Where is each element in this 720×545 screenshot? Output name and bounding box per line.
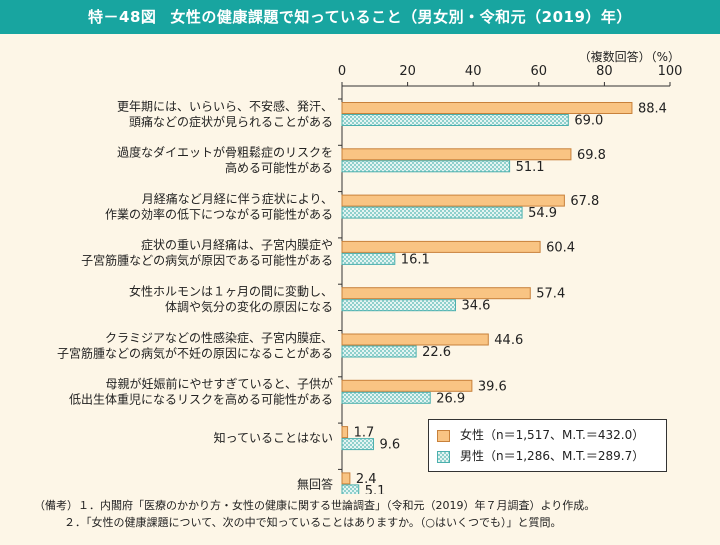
unit-note: （複数回答）（%） xyxy=(578,50,680,64)
value-label-male: 26.9 xyxy=(436,391,465,406)
category-label: 作業の効率の低下につながる可能性がある xyxy=(105,206,333,221)
value-label-female: 88.4 xyxy=(638,102,667,117)
x-tick-label: 60 xyxy=(531,64,548,79)
x-tick-label: 0 xyxy=(338,64,346,79)
value-label-female: 2.4 xyxy=(356,472,377,487)
category-label: 月経痛など月経に伴う症状により、 xyxy=(142,191,333,206)
bar-male xyxy=(341,438,374,451)
category-label: 症状の重い月経痛は、子宮内膜症や xyxy=(141,237,333,252)
category-label: 高める可能性がある xyxy=(225,160,333,175)
figure-number: 特－48図 xyxy=(88,8,157,26)
legend-label-female: 女性（n＝1,517、M.T.＝432.0） xyxy=(460,428,645,442)
x-tick-label: 80 xyxy=(596,64,613,79)
bar-female xyxy=(341,148,572,161)
category-label: クラミジアなどの性感染症、子宮内膜症、 xyxy=(105,330,333,345)
bar-male xyxy=(341,345,417,358)
x-tick-label: 20 xyxy=(399,64,416,79)
legend-swatch-male xyxy=(437,450,450,463)
bar-female xyxy=(341,472,351,485)
value-label-male: 34.6 xyxy=(461,299,490,314)
category-label: 知っていることはない xyxy=(214,431,333,445)
bar-male xyxy=(341,206,523,219)
value-label-male: 22.6 xyxy=(422,345,451,360)
bar-male xyxy=(341,114,569,126)
note-1: （備考）１．内閣府「医療のかかり方・女性の健康に関する世論調査」（令和元（201… xyxy=(34,499,596,512)
value-label-female: 67.8 xyxy=(570,194,599,209)
bar-female xyxy=(341,194,565,207)
value-label-female: 60.4 xyxy=(546,240,575,255)
bar-female xyxy=(341,102,633,114)
bar-male xyxy=(341,252,396,265)
bar-male xyxy=(341,484,360,494)
legend-swatch-female xyxy=(437,429,450,442)
bar-female xyxy=(341,240,541,253)
category-label: 子宮筋腫などの病気が原因である可能性がある xyxy=(81,253,333,268)
x-tick-label: 40 xyxy=(465,64,482,79)
category-label: 更年期には、いらいら、不安感、発汗、 xyxy=(117,98,333,113)
x-tick-label: 100 xyxy=(658,64,683,79)
notes: （備考）１．内閣府「医療のかかり方・女性の健康に関する世論調査」（令和元（201… xyxy=(34,497,595,531)
value-label-female: 1.7 xyxy=(354,426,375,441)
bar-female xyxy=(341,333,489,346)
category-label: 無回答 xyxy=(297,476,333,491)
bar-male xyxy=(341,391,431,404)
bar-male xyxy=(341,160,511,173)
legend-item-male: 男性（n＝1,286、M.T.＝289.7） xyxy=(437,448,644,464)
category-label: 子宮筋腫などの病気が不妊の原因になることがある xyxy=(57,345,333,360)
legend-label-male: 男性（n＝1,286、M.T.＝289.7） xyxy=(460,449,645,463)
bar-female xyxy=(341,379,473,392)
figure-title-bar: 特－48図 女性の健康課題で知っていること（男女別・令和元（2019）年） xyxy=(0,0,720,34)
figure-title: 女性の健康課題で知っていること（男女別・令和元（2019）年） xyxy=(170,8,632,26)
note-2: ２．「女性の健康課題について、次の中で知っていることはありますか。（○はいくつで… xyxy=(64,516,562,529)
category-label: 女性ホルモンは１ヶ月の間に変動し、 xyxy=(129,283,333,298)
category-label: 過度なダイエットが骨粗鬆症のリスクを xyxy=(117,145,333,160)
bar-chart: 0 20 40 60 80 100 更年期には、いらいら、不安感、発汗、頭痛などの症状が見… xyxy=(57,64,683,494)
category-label: 低出生体重児になるリスクを高める可能性がある xyxy=(69,392,333,407)
category-label: 頭痛などの症状が見られることがある xyxy=(129,114,333,129)
value-label-male: 16.1 xyxy=(401,252,430,267)
bar-female xyxy=(341,426,349,439)
value-label-male: 5.1 xyxy=(365,484,386,494)
value-label-female: 57.4 xyxy=(536,287,565,302)
bar-female xyxy=(341,287,531,300)
category-label: 体調や気分の変化の原因になる xyxy=(165,299,333,314)
category-label: 母親が妊娠前にやせすぎていると、子供が xyxy=(105,376,333,391)
value-label-male: 51.1 xyxy=(516,160,545,175)
chart-legend: 女性（n＝1,517、M.T.＝432.0） 男性（n＝1,286、M.T.＝2… xyxy=(428,419,667,472)
value-label-male: 9.6 xyxy=(379,438,400,453)
value-label-female: 69.8 xyxy=(577,148,606,163)
value-label-male: 69.0 xyxy=(574,114,603,129)
legend-item-female: 女性（n＝1,517、M.T.＝432.0） xyxy=(437,427,644,443)
value-label-female: 44.6 xyxy=(494,333,523,348)
value-label-female: 39.6 xyxy=(478,379,507,394)
bar-male xyxy=(341,299,456,312)
value-label-male: 54.9 xyxy=(528,206,557,221)
